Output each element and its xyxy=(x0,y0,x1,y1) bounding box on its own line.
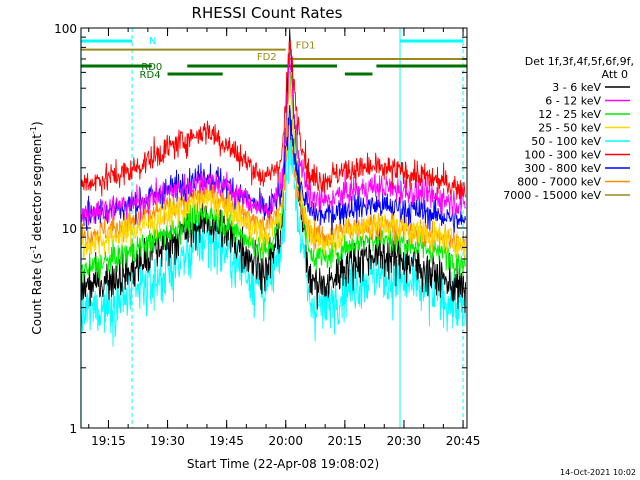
legend-entry-label: 800 - 7000 keV xyxy=(517,176,601,189)
series-line xyxy=(80,73,466,260)
series-line xyxy=(80,70,466,283)
y-axis-label: Count Rate (s-1 detector segment-1) xyxy=(29,121,44,334)
y-tick-label: 100 xyxy=(54,22,77,36)
legend-entry-label: 300 - 800 keV xyxy=(524,162,601,175)
y-tick-label: 1 xyxy=(69,422,77,436)
x-tick-label: 20:45 xyxy=(446,434,481,448)
x-tick-label: 19:15 xyxy=(91,434,126,448)
series-line xyxy=(80,51,466,226)
x-axis-label: Start Time (22-Apr-08 19:08:02) xyxy=(187,457,379,471)
x-tick-label: 20:00 xyxy=(268,434,303,448)
legend: Det 1f,3f,4f,5f,6f,9f, Att 0 3 - 6 keV6 … xyxy=(503,55,634,202)
legend-entry-label: 12 - 25 keV xyxy=(538,108,601,121)
series-line xyxy=(80,28,466,313)
legend-entry-label: 3 - 6 keV xyxy=(552,81,601,94)
rd0-label: RD0 xyxy=(141,62,162,73)
axes: 19:15 19:30 19:45 20:00 20:15 20:30 20:45 1 10 10… xyxy=(54,22,480,448)
chart-title: RHESSI Count Rates xyxy=(192,4,343,22)
legend-entry-label: 25 - 50 keV xyxy=(538,122,601,135)
x-tick-label: 19:45 xyxy=(209,434,244,448)
legend-title-line1: Det 1f,3f,4f,5f,6f,9f, xyxy=(525,55,634,68)
series-line xyxy=(80,131,466,347)
series-line xyxy=(80,40,466,200)
attenuator-state-label: N xyxy=(149,36,156,47)
legend-entry-label: 100 - 300 keV xyxy=(524,149,601,162)
fd1-label: FD1 xyxy=(296,41,316,52)
y-tick-label: 10 xyxy=(62,222,77,236)
footer-date: 14-Oct-2021 10:02 xyxy=(560,468,636,477)
legend-entry-label: 7000 - 15000 keV xyxy=(503,189,601,202)
legend-title-line2: Att 0 xyxy=(602,68,628,81)
legend-entry-label: 6 - 12 keV xyxy=(545,95,601,108)
rd4-label: RD4 xyxy=(140,70,161,81)
series-line xyxy=(80,104,466,235)
x-tick-label: 20:15 xyxy=(328,434,363,448)
x-tick-label: 19:30 xyxy=(150,434,185,448)
x-tick-label: 20:30 xyxy=(387,434,422,448)
legend-entry-label: 50 - 100 keV xyxy=(531,135,601,148)
fd2-label: FD2 xyxy=(257,52,277,63)
series-layer xyxy=(80,28,466,347)
